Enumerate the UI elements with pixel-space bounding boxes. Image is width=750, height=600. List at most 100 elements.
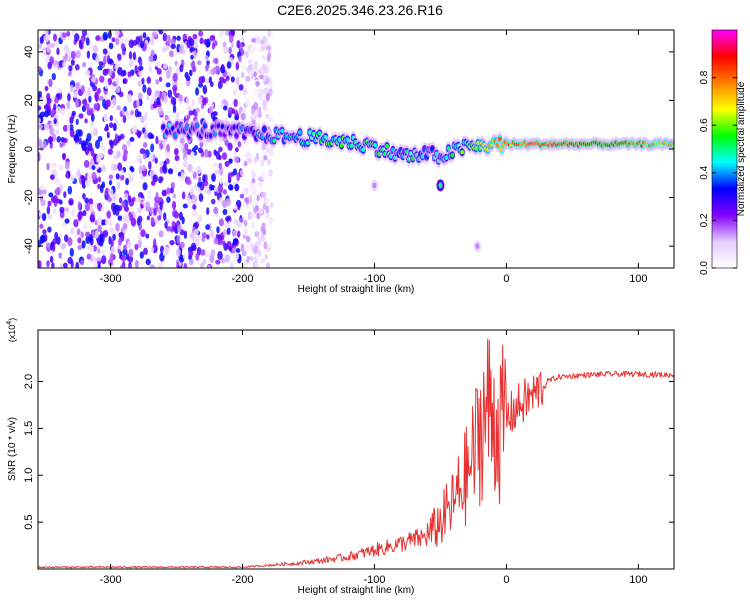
noise-cell [251, 177, 256, 184]
noise-cell [200, 249, 206, 256]
noise-cell [87, 87, 91, 97]
noise-cell [48, 192, 54, 198]
noise-cell [265, 262, 270, 268]
noise-cell [232, 229, 238, 237]
noise-cell [242, 87, 248, 96]
noise-cell [51, 262, 55, 268]
noise-cell [53, 33, 57, 42]
noise-cell [150, 180, 156, 186]
noise-cell [54, 129, 60, 135]
noise-cell [145, 258, 151, 266]
noise-cell [148, 55, 154, 62]
noise-cell [155, 90, 161, 97]
noise-cell [62, 153, 66, 161]
noise-cell [118, 238, 122, 246]
noise-cell [243, 228, 248, 237]
noise-cell [181, 191, 186, 200]
noise-cell [47, 214, 53, 220]
noise-cell [250, 221, 256, 229]
noise-cell [76, 168, 81, 176]
noise-cell [190, 168, 195, 175]
signal-core [185, 124, 190, 130]
noise-cell [181, 216, 185, 225]
noise-cell [96, 202, 103, 210]
noise-cell [237, 203, 241, 211]
noise-cell [97, 224, 102, 233]
noise-cell [77, 237, 82, 244]
noise-cell [150, 246, 155, 253]
noise-cell [144, 111, 148, 121]
noise-cell [170, 38, 177, 45]
noise-cell [70, 59, 75, 66]
noise-cell [198, 30, 204, 37]
signal-core [234, 133, 239, 138]
noise-cell [202, 98, 207, 106]
noise-cell [179, 257, 184, 263]
signal-core [317, 131, 322, 136]
noise-cell [162, 248, 169, 257]
noise-cell [182, 203, 188, 209]
noise-cell [235, 61, 240, 71]
signal-core [385, 143, 390, 149]
noise-cell [219, 177, 223, 185]
noise-cell [265, 205, 270, 214]
noise-cell [224, 160, 230, 168]
noise-cell [261, 222, 266, 229]
noise-cell [77, 211, 83, 220]
noise-cell [104, 187, 110, 197]
noise-cell [245, 75, 251, 82]
noise-cell [246, 158, 252, 164]
noise-cell [158, 76, 163, 82]
x-tick-label: -100 [363, 273, 385, 285]
noise-cell [45, 30, 49, 38]
noise-cell [163, 212, 167, 221]
noise-cell [82, 145, 88, 152]
noise-cell [51, 73, 56, 81]
noise-cell [169, 187, 174, 194]
noise-cell [92, 153, 97, 162]
noise-cell [83, 90, 88, 99]
colorbar: 0.0 0.2 0.4 0.6 0.8 Normalized spectral ampl… [699, 29, 747, 275]
noise-cell [88, 95, 92, 103]
noise-cell [261, 99, 268, 107]
x-tick-label: -300 [100, 273, 122, 285]
noise-cell [106, 210, 111, 219]
noise-cell [165, 70, 171, 79]
noise-cell [167, 89, 173, 98]
noise-cell [269, 83, 273, 90]
noise-cell [140, 229, 146, 237]
noise-cell [191, 209, 198, 217]
noise-cell [49, 43, 56, 48]
noise-cell [108, 188, 114, 197]
noise-cell [107, 219, 112, 225]
noise-cell [38, 43, 43, 49]
noise-cell [234, 115, 240, 121]
noise-cell [128, 174, 134, 183]
colorbar-tick-label: 0.4 [699, 165, 710, 179]
noise-cell [209, 254, 215, 263]
noise-cell [152, 174, 158, 183]
noise-cell [90, 158, 95, 166]
x-tick-label: -100 [363, 574, 385, 586]
noise-cell [102, 31, 108, 41]
noise-cell [142, 32, 147, 39]
signal-core [173, 133, 178, 138]
noise-cell [80, 231, 84, 239]
noise-cell [162, 33, 168, 42]
noise-cell [136, 154, 142, 164]
noise-cell [150, 216, 155, 225]
noise-cell [266, 146, 270, 154]
noise-cell [40, 234, 46, 244]
noise-cell [165, 44, 169, 52]
noise-cell [248, 64, 252, 70]
colorbar-tick-label: 0.8 [699, 70, 710, 84]
noise-cell [154, 157, 158, 164]
noise-cell [191, 98, 195, 108]
signal-core [460, 150, 465, 155]
noise-cell [186, 105, 192, 112]
noise-cell [56, 135, 62, 143]
noise-cell [227, 220, 232, 229]
noise-cell [239, 217, 244, 223]
noise-cell [60, 107, 65, 117]
